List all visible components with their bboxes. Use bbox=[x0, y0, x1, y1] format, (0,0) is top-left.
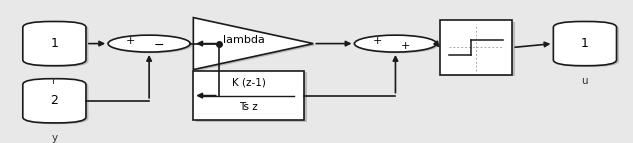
FancyBboxPatch shape bbox=[25, 80, 89, 124]
FancyBboxPatch shape bbox=[25, 23, 89, 67]
Text: 1: 1 bbox=[51, 37, 58, 50]
Text: 1: 1 bbox=[581, 37, 589, 50]
Polygon shape bbox=[193, 18, 313, 70]
Bar bbox=[196, 73, 307, 122]
Text: lambda: lambda bbox=[223, 35, 265, 45]
FancyBboxPatch shape bbox=[23, 79, 86, 123]
FancyBboxPatch shape bbox=[553, 21, 617, 66]
Text: +: + bbox=[401, 41, 410, 51]
Bar bbox=[440, 20, 512, 75]
Text: u: u bbox=[582, 76, 588, 86]
Text: y: y bbox=[51, 134, 58, 143]
Text: −: − bbox=[154, 39, 165, 52]
Circle shape bbox=[354, 35, 437, 52]
FancyBboxPatch shape bbox=[556, 23, 619, 67]
Text: r: r bbox=[52, 76, 56, 86]
Text: +: + bbox=[372, 36, 382, 46]
Bar bbox=[193, 71, 304, 120]
Polygon shape bbox=[196, 19, 316, 71]
Bar bbox=[443, 22, 515, 76]
Text: +: + bbox=[126, 36, 135, 46]
Text: K (z-1): K (z-1) bbox=[232, 78, 265, 88]
Text: 2: 2 bbox=[51, 94, 58, 107]
Circle shape bbox=[111, 36, 192, 53]
FancyBboxPatch shape bbox=[23, 21, 86, 66]
Circle shape bbox=[108, 35, 190, 52]
Text: Ts z: Ts z bbox=[239, 102, 258, 112]
Circle shape bbox=[357, 36, 439, 53]
